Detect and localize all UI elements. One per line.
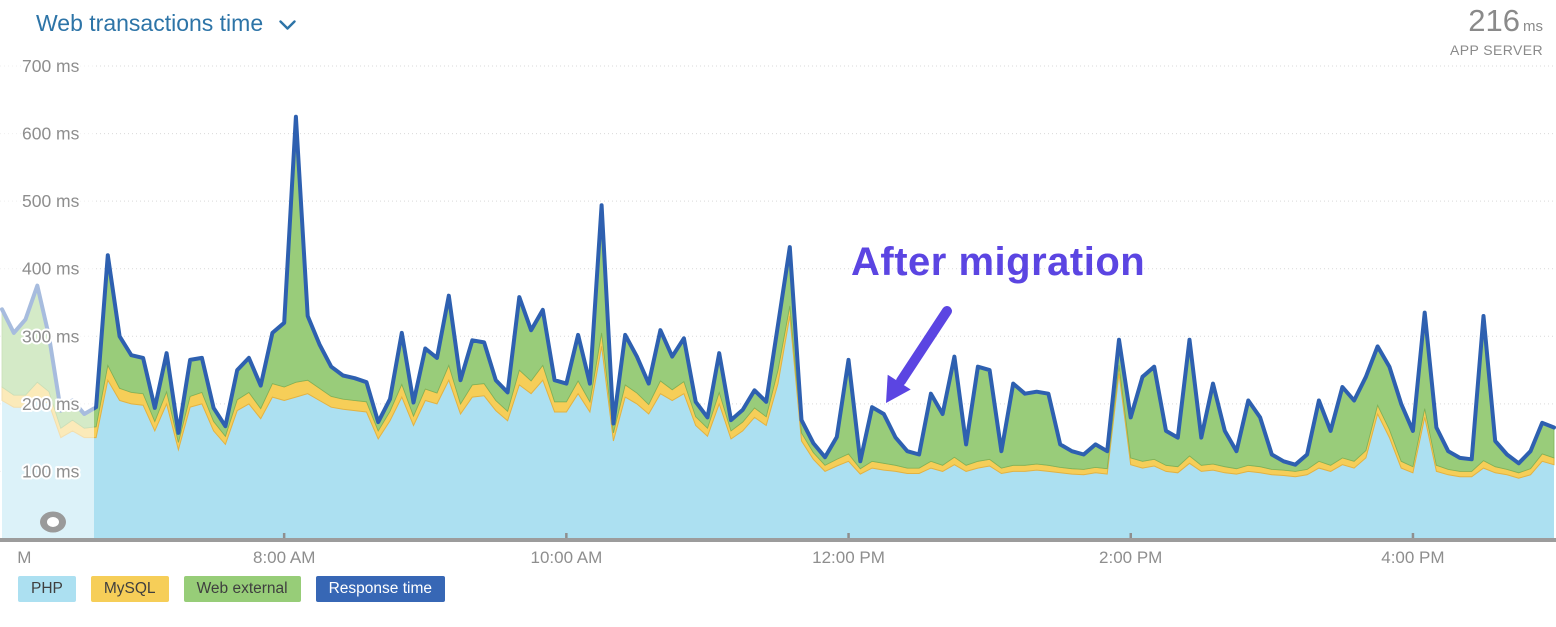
y-axis-label: 100 ms bbox=[22, 461, 80, 481]
chart-title: Web transactions time bbox=[36, 10, 264, 36]
x-axis-label: 10:00 AM bbox=[530, 548, 602, 567]
current-value-unit: ms bbox=[1523, 18, 1543, 35]
legend-item-php[interactable]: PHP bbox=[18, 576, 76, 602]
response-time-line bbox=[0, 114, 1556, 467]
x-axis-tick bbox=[1411, 533, 1415, 538]
preview-overlay bbox=[0, 60, 94, 541]
time-range-handle-center bbox=[47, 517, 59, 527]
y-axis-label: 500 ms bbox=[22, 191, 80, 211]
legend-item-mysql[interactable]: MySQL bbox=[90, 576, 169, 602]
current-value-block: 216 ms APP SERVER bbox=[1450, 3, 1543, 58]
x-axis-label: 8:00 AM bbox=[253, 548, 315, 567]
chart-title-dropdown[interactable]: Web transactions time bbox=[36, 10, 296, 37]
chart-legend: PHP MySQL Web external Response time bbox=[18, 576, 445, 602]
y-axis-label: 300 ms bbox=[22, 326, 80, 346]
current-value-label: APP SERVER bbox=[1450, 42, 1543, 58]
current-value: 216 bbox=[1468, 3, 1520, 38]
x-axis-label: M bbox=[17, 548, 31, 567]
legend-item-response-time[interactable]: Response time bbox=[315, 576, 445, 602]
y-axis-label: 200 ms bbox=[22, 394, 80, 414]
y-axis-label: 400 ms bbox=[22, 259, 80, 279]
y-axis-label: 600 ms bbox=[22, 124, 80, 144]
x-axis-tick bbox=[282, 533, 286, 538]
x-axis-label: 4:00 PM bbox=[1381, 548, 1444, 567]
x-axis-tick bbox=[565, 533, 568, 538]
x-axis-tick bbox=[1129, 533, 1132, 538]
chevron-down-icon bbox=[279, 20, 296, 30]
php-area bbox=[2, 316, 1554, 539]
x-axis-label: 2:00 PM bbox=[1099, 548, 1162, 567]
x-axis-label: 12:00 PM bbox=[812, 548, 885, 567]
x-axis-tick bbox=[847, 533, 850, 538]
after-migration-label: After migration bbox=[851, 240, 1146, 284]
legend-item-web-external[interactable]: Web external bbox=[183, 576, 301, 602]
x-axis-baseline bbox=[0, 538, 1556, 542]
y-axis-label: 700 ms bbox=[22, 56, 80, 76]
